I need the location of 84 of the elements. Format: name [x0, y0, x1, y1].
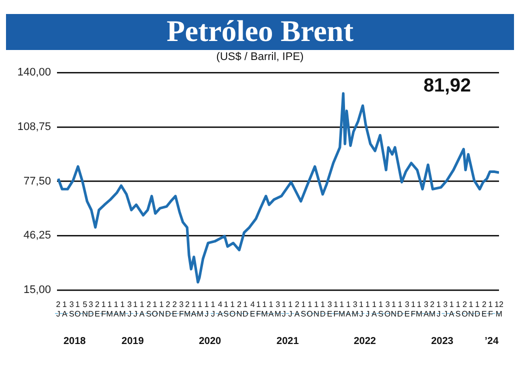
x-tick-label: 1 S: [223, 300, 229, 319]
x-tick-label: 2 M: [428, 300, 436, 319]
x-tick-label: 1 S: [455, 300, 461, 319]
x-tick-label: 3 M: [352, 300, 359, 319]
chart-title: Petróleo Brent: [6, 14, 514, 50]
x-tick-label: 1 J: [365, 300, 370, 319]
x-tick-label: 2 E: [94, 300, 100, 319]
text: 2018: [63, 336, 86, 347]
x-tick-label: 1 F: [410, 300, 416, 319]
x-tick-label: 1 A: [113, 300, 120, 319]
x-tick-label: 1 A: [448, 300, 455, 319]
x-tick-label: 1 S: [378, 300, 384, 319]
x-tick-label: 3 M: [274, 300, 282, 319]
y-tick-label: 77,50: [23, 175, 51, 188]
x-tick-label: 1 S: [300, 300, 306, 319]
annotation: 81,92: [423, 75, 471, 96]
x-tick-label: 3 E: [404, 300, 410, 319]
x-tick-label: 3 A: [423, 300, 430, 319]
x-tick-label: 12 M: [494, 300, 504, 319]
x-tick-label: 1 D: [320, 300, 326, 319]
chart-subtitle: (US$ / Barril, IPE): [215, 51, 305, 63]
x-tick-label: 3 E: [327, 300, 332, 319]
text: 2020: [198, 336, 222, 347]
x-tick-label: 4 E: [250, 300, 256, 319]
x-tick-label: 1 F: [488, 300, 494, 319]
x-tick-label: 2 O: [462, 300, 468, 319]
x-tick-label: 1 M: [416, 300, 423, 319]
x-tick-label: 1 N: [158, 300, 165, 319]
text: 2019: [122, 336, 144, 347]
x-tick-label: 3 J: [127, 300, 132, 319]
x-tick-label: 1 J: [133, 300, 138, 319]
text: 2022: [354, 336, 376, 347]
x-tick-label: 2 E: [481, 300, 487, 319]
x-tick-label: 1 J: [288, 300, 294, 319]
x-tick-label: 3 F: [178, 300, 184, 319]
x-tick-label: 1 A: [268, 300, 274, 319]
x-tick-label: 2 M: [184, 300, 191, 319]
x-tick-label: 1 O: [306, 300, 313, 319]
y-tick-label: 46,25: [23, 230, 51, 242]
x-tick-label: 1 F: [256, 300, 262, 319]
x-tick-label: 1 O: [74, 300, 81, 319]
x-tick-label: 1 N: [390, 300, 397, 319]
x-tick-label: 1 A: [190, 300, 197, 319]
x-tick-label: 1 J: [436, 300, 442, 319]
x-tick-label: 1 N: [468, 300, 474, 319]
x-tick-label: 1 A: [139, 300, 146, 319]
y-tick-label: 140,00: [17, 66, 51, 79]
x-tick-label: 1 O: [152, 300, 158, 319]
x-tick-label: 5 N: [82, 300, 88, 319]
text: 2021: [276, 336, 300, 347]
x-tick-label: 2 A: [294, 300, 300, 319]
x-tick-label: 1 A: [62, 300, 68, 319]
x-tick-label: 1 M: [119, 300, 126, 319]
x-tick-label: 1 F: [333, 300, 339, 319]
x-tick-label: 1 O: [229, 300, 236, 319]
x-tick-label: 1 A: [372, 300, 378, 319]
x-tick-label: 2 N: [236, 300, 242, 319]
x-tick-label: 4 A: [217, 300, 224, 319]
x-tick-label: 1 N: [313, 300, 320, 319]
x-tick-label: 1 J: [204, 300, 210, 319]
text: 2023: [431, 336, 454, 347]
x-tick-label: 1 J: [210, 300, 216, 319]
y-tick-label: 15,00: [23, 284, 51, 296]
x-tick-label: 1 D: [242, 300, 248, 319]
x-tick-label: 2 J: [56, 300, 62, 319]
x-tick-label: 2 D: [165, 300, 172, 319]
x-tick-label: 3 S: [68, 300, 74, 319]
x-tick-label: 3 J: [443, 300, 448, 319]
x-tick-label: 1 M: [106, 300, 114, 319]
x-tick-label: 1 J: [359, 300, 364, 319]
x-tick-label: 2 S: [146, 300, 152, 319]
x-tick-label: 1 D: [397, 300, 404, 319]
x-tick-label: 1 D: [474, 300, 480, 319]
x-tick-label: 3 D: [88, 300, 94, 319]
x-tick-label: 1 M: [196, 300, 204, 319]
x-tick-label: 1 M: [338, 300, 346, 319]
x-tick-label: 1 J: [282, 300, 287, 319]
x-tick-label: 3 O: [384, 300, 391, 319]
x-tick-label: 1 A: [346, 300, 352, 319]
y-tick-label: 108,75: [17, 120, 51, 133]
x-tick-label: 2 E: [172, 300, 178, 319]
x-tick-label: 1 M: [261, 300, 268, 319]
text: ’24: [484, 336, 499, 347]
x-tick-label: 1 F: [101, 300, 106, 319]
